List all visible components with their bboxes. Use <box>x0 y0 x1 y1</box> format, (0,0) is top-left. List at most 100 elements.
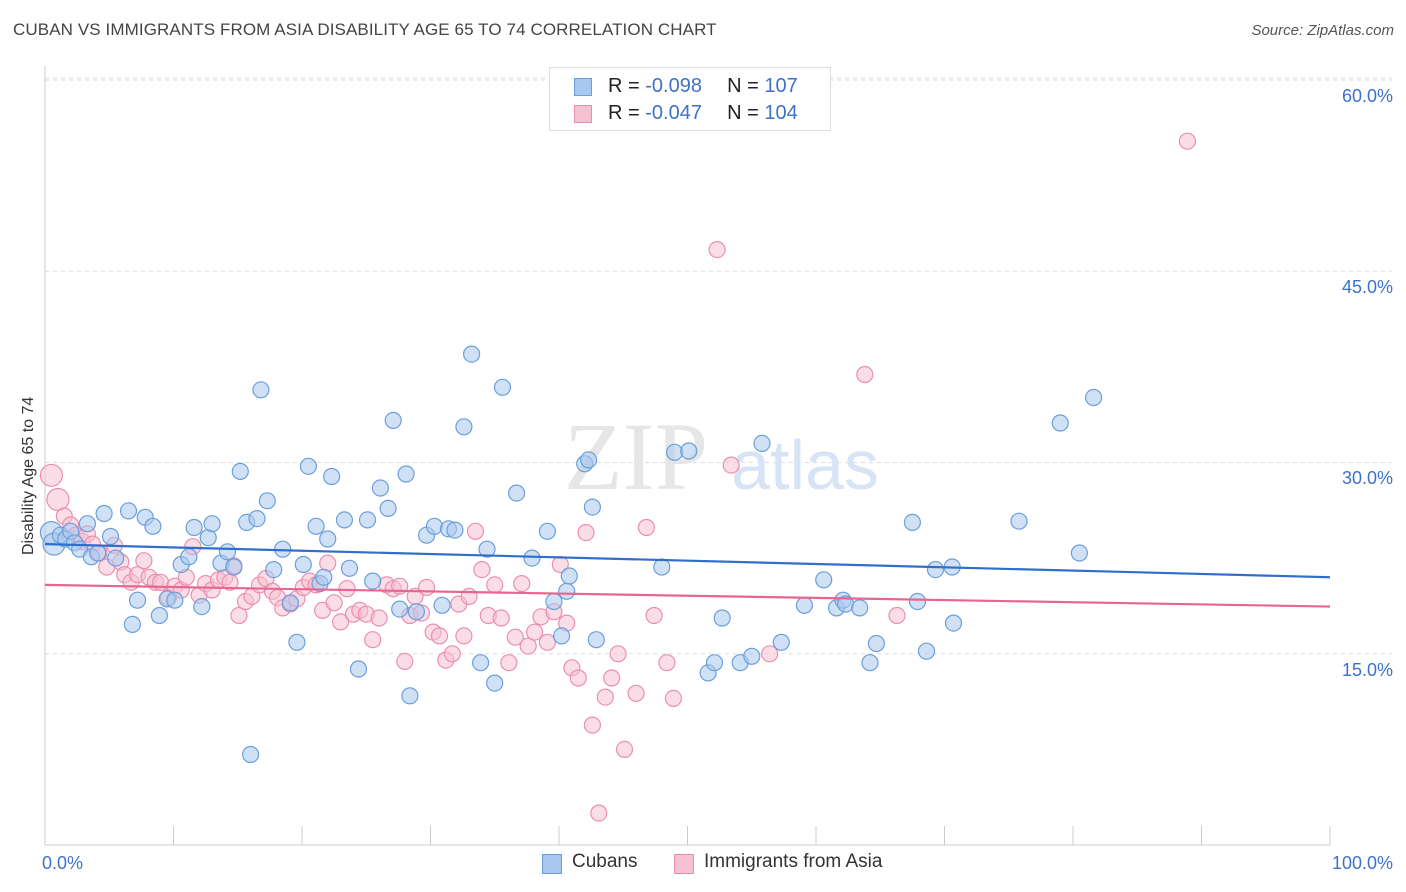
n-value-cubans: 107 <box>764 75 798 97</box>
cubans-point <box>401 687 419 705</box>
n-label: N = <box>727 102 765 124</box>
cubans-point <box>455 418 473 436</box>
cubans-point <box>166 591 184 609</box>
cubans-point <box>180 548 198 566</box>
cubans-point <box>772 633 790 651</box>
asia-point <box>466 522 485 540</box>
cubans-point <box>493 378 512 396</box>
asia-point <box>525 623 544 641</box>
cubans-point <box>705 654 724 672</box>
cubans-point <box>203 515 221 533</box>
asia-point <box>364 631 382 649</box>
cubans-point <box>1084 388 1103 407</box>
y-tick-60: 60.0% <box>1341 86 1393 106</box>
cubans-point <box>851 599 869 617</box>
asia-legend-swatch <box>674 854 694 874</box>
cubans-point <box>258 492 276 510</box>
grid-lines <box>45 77 1392 655</box>
r-value-cubans: -0.098 <box>645 75 702 97</box>
cubans-point <box>583 498 602 516</box>
asia-point <box>609 645 627 663</box>
asia-point <box>603 669 621 687</box>
cubans-point <box>307 517 325 535</box>
asia-point <box>506 628 524 646</box>
cubans-point <box>425 517 443 535</box>
cubans-point <box>379 499 397 517</box>
watermark: ZIP atlas <box>564 403 879 510</box>
cubans-point <box>944 614 963 632</box>
cubans-point <box>89 544 107 562</box>
cubans-point <box>507 484 526 502</box>
asia-point <box>1178 132 1197 150</box>
cubans-point <box>315 568 333 586</box>
asia-legend-label: Immigrants from Asia <box>704 851 883 872</box>
cubans-point <box>335 511 353 529</box>
cubans-point <box>713 609 731 627</box>
asia-point <box>761 645 779 663</box>
cubans-point <box>252 381 270 399</box>
cubans-point <box>908 592 927 611</box>
r-value-asia: -0.047 <box>645 102 702 124</box>
series-cubans <box>39 345 1103 764</box>
asia-point <box>370 609 388 627</box>
cubans-point <box>1070 544 1089 562</box>
cubans-point <box>371 479 389 497</box>
r-label: R = <box>608 75 646 97</box>
asia-point <box>46 487 70 512</box>
asia-point <box>664 689 683 708</box>
cubans-point <box>107 549 125 567</box>
asia-trend-line <box>44 583 1331 608</box>
cubans-point <box>248 509 266 528</box>
cubans-point <box>795 596 814 614</box>
cubans-point <box>384 411 402 429</box>
cubans-point <box>391 600 409 618</box>
asia-point <box>230 606 248 625</box>
asia-point <box>332 613 350 631</box>
source-label: Source: ZipAtlas.com <box>1251 22 1394 39</box>
cubans-point <box>587 631 605 649</box>
cubans-point <box>665 443 684 461</box>
cubans-point <box>558 582 576 600</box>
y-tick-45: 45.0% <box>1341 277 1393 297</box>
cubans-point <box>926 560 945 579</box>
cubans-point <box>463 345 481 363</box>
asia-point <box>583 716 602 734</box>
cubans-point <box>128 591 147 609</box>
y-tick-30: 30.0% <box>1341 468 1393 488</box>
cubans-point <box>144 517 162 535</box>
asia-point <box>645 606 663 625</box>
x-tick-left: 0.0% <box>42 853 84 873</box>
asia-point <box>455 627 473 645</box>
asia-point <box>396 652 414 671</box>
cubans-point <box>225 558 243 576</box>
cubans-point <box>323 467 341 486</box>
cubans-point <box>861 654 879 672</box>
asia-point <box>722 456 740 474</box>
n-value-asia: 104 <box>764 102 798 124</box>
chart-title: CUBAN VS IMMIGRANTS FROM ASIA DISABILITY… <box>13 20 717 39</box>
cubans-point <box>753 434 771 452</box>
x-tick-right: 100.0% <box>1331 853 1393 873</box>
cubans-point <box>364 572 382 590</box>
asia-point <box>319 554 337 572</box>
stats-legend: R = -0.098 N = 107 R = -0.047 N = 104 <box>549 67 831 131</box>
cubans-point <box>579 451 598 469</box>
asia-point <box>569 669 587 687</box>
asia-point <box>473 560 491 579</box>
cubans-point <box>446 521 464 539</box>
asia-point <box>418 578 436 597</box>
cubans-point <box>433 596 451 614</box>
cubans-point <box>218 543 237 561</box>
cubans-point <box>299 457 317 475</box>
asia-point <box>658 654 676 672</box>
cubans-point <box>472 654 490 672</box>
asia-point <box>39 463 64 487</box>
trend-lines <box>44 543 1331 608</box>
cubans-point <box>560 567 578 585</box>
asia-point <box>538 633 557 651</box>
asia-point <box>430 627 449 645</box>
cubans-point <box>242 745 260 764</box>
asia-point <box>856 365 874 384</box>
asia-point <box>338 580 356 598</box>
